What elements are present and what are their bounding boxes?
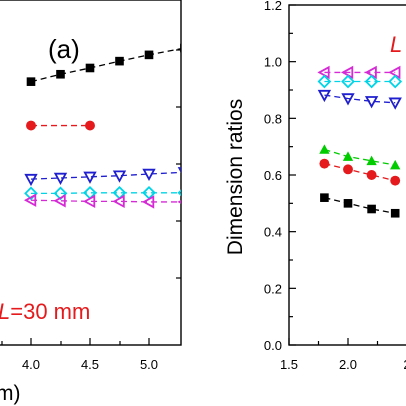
diamond-marker (364, 74, 379, 89)
panel-b-axis-ticks (288, 4, 379, 346)
square-marker (56, 69, 65, 79)
chart-panel-b: 0.0 0.2 0.4 0.6 0.8 1.0 1.2 1.5 2.0 2 Dimension r… (224, 0, 406, 372)
triangle-down-marker (53, 172, 68, 186)
y-tick-label: 1.0 (264, 55, 282, 70)
triangle-down-marker (24, 173, 38, 187)
triangle-left-marker (82, 194, 96, 209)
triangle-down-marker (388, 97, 402, 110)
triangle-down-marker (364, 96, 379, 109)
x-tick-label: 2.0 (339, 357, 357, 372)
square-marker (320, 193, 329, 202)
square-marker (115, 56, 124, 66)
diamond-marker (317, 74, 332, 89)
circle-marker (85, 120, 95, 131)
triangle-up-marker (390, 159, 401, 170)
x-tick-label: 5.0 (140, 357, 158, 372)
series-line (324, 197, 396, 214)
series-line (30, 171, 181, 180)
triangle-up-marker (366, 155, 377, 166)
triangle-left-marker (317, 65, 330, 80)
circle-marker (343, 164, 353, 175)
y-tick-label: 0.2 (264, 281, 282, 296)
circle-marker (390, 175, 401, 186)
triangle-down-marker (142, 168, 156, 182)
y-tick-label: 0.0 (264, 338, 282, 353)
square-marker (85, 63, 95, 73)
triangle-down-marker (83, 171, 97, 184)
series-line (324, 148, 396, 166)
y-tick-label: 0.4 (264, 225, 282, 240)
panel-a-series (23, 43, 181, 209)
panel-b-tick-labels: 0.0 0.2 0.4 0.6 0.8 1.0 1.2 1.5 2.0 2 (264, 0, 406, 372)
series-line (30, 48, 181, 83)
triangle-left-marker (141, 195, 155, 209)
triangle-left-marker (388, 65, 401, 80)
panel-a-xlabel-fragment: m) (0, 382, 21, 405)
triangle-up-marker (342, 151, 354, 161)
x-tick-label: 4.0 (22, 357, 40, 372)
chart-panel-a: 4.0 4.5 5.0 m) (a) L=30 mm (0, 0, 182, 405)
triangle-down-marker (317, 89, 332, 103)
triangle-left-marker (53, 194, 66, 208)
panel-a-bottom-ticks (1, 338, 150, 345)
panel-b-plot-frame (288, 4, 406, 346)
panel-b-series (317, 65, 403, 218)
panel-a-annotation: L=30 mm (0, 299, 90, 324)
triangle-left-marker (112, 194, 125, 209)
circle-marker (319, 158, 330, 169)
triangle-up-marker (319, 144, 330, 154)
diamond-marker (177, 189, 181, 197)
panel-a-right-ticks (176, 49, 181, 279)
diamond-marker (341, 74, 355, 89)
x-tick-label: 4.5 (81, 357, 99, 372)
triangle-left-marker (23, 193, 37, 207)
x-tick-label: 2 (403, 357, 406, 372)
y-tick-label: 1.2 (264, 0, 282, 13)
series-line (324, 94, 396, 104)
square-marker (26, 77, 36, 86)
square-marker (390, 208, 400, 218)
circle-marker (366, 170, 377, 180)
triangle-left-marker (364, 65, 377, 80)
circle-marker (26, 120, 36, 131)
y-tick-label: 0.8 (264, 111, 282, 126)
y-tick-label: 0.6 (264, 168, 282, 183)
panel-b-annotation: L (390, 32, 402, 57)
square-marker (367, 204, 376, 214)
square-marker (343, 199, 353, 208)
panel-label: (a) (48, 34, 80, 64)
triangle-down-marker (341, 93, 355, 106)
diamond-marker (24, 186, 38, 201)
diamond-marker (388, 74, 403, 89)
x-tick-label: 1.5 (280, 357, 298, 372)
triangle-down-marker (112, 170, 127, 183)
triangle-left-marker (340, 65, 354, 80)
y-axis-label: Dimension ratios (224, 99, 247, 255)
series-line (324, 163, 396, 182)
square-marker (180, 43, 181, 53)
square-marker (144, 50, 154, 60)
